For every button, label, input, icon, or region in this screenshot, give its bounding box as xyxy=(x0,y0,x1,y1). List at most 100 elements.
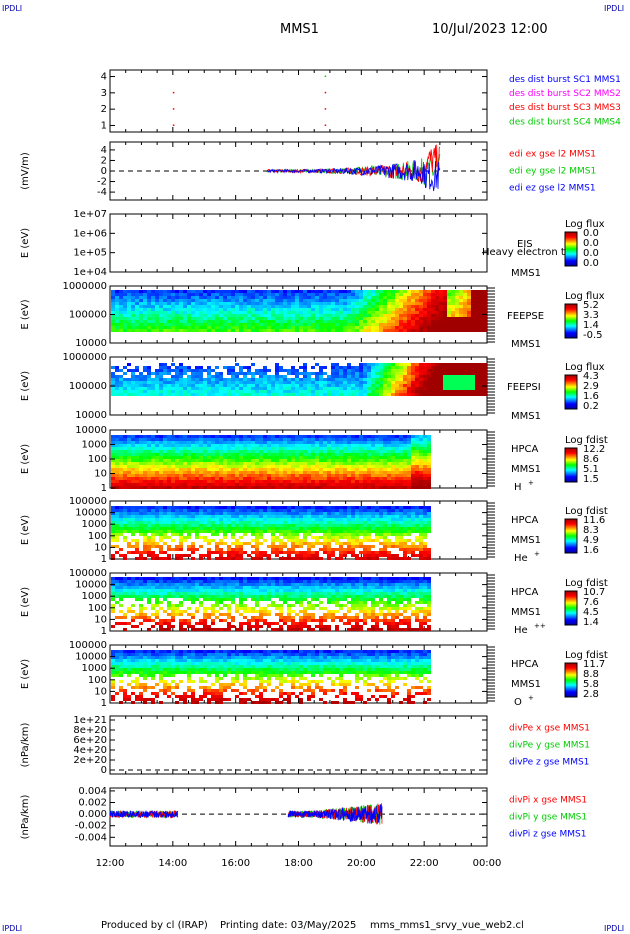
spectrogram-cell xyxy=(235,509,239,512)
spectrogram-cell xyxy=(167,512,171,515)
spectrogram-cell xyxy=(187,293,191,296)
spectrogram-cell xyxy=(135,302,139,305)
spectrogram-cell xyxy=(359,299,363,302)
spectrogram-cell xyxy=(291,317,295,320)
spectrogram-cell xyxy=(243,477,247,480)
spectrogram-cell xyxy=(211,369,215,372)
spectrogram-cell xyxy=(247,390,251,393)
spectrogram-cell xyxy=(207,296,211,299)
spectrogram-cell xyxy=(155,506,159,509)
spectrogram-cell xyxy=(255,527,259,530)
spectrogram-cell xyxy=(215,545,219,548)
spectrogram-cell xyxy=(267,450,271,453)
spectrogram-cell xyxy=(395,471,399,474)
spectrogram-cell xyxy=(363,366,367,369)
spectrogram-cell xyxy=(347,453,351,456)
spectrogram-cell xyxy=(367,447,371,450)
spectrogram-cell xyxy=(223,317,227,320)
spectrogram-cell xyxy=(303,329,307,332)
spectrogram-cell xyxy=(419,480,423,483)
spectrogram-cell xyxy=(415,366,419,369)
spectrogram-cell xyxy=(151,293,155,296)
spectrogram-cell xyxy=(211,551,215,554)
spectrogram-cell xyxy=(155,435,159,438)
corner-label-bottom-left: IPDLI xyxy=(2,924,23,933)
spectrogram-cell xyxy=(159,317,163,320)
spectrogram-cell xyxy=(215,453,219,456)
spectrogram-cell xyxy=(111,530,115,533)
spectrogram-cell xyxy=(303,393,307,396)
spectrogram-cell xyxy=(115,453,119,456)
spectrogram-cell xyxy=(115,317,119,320)
spectrogram-cell xyxy=(371,293,375,296)
spectrogram-cell xyxy=(471,293,475,296)
spectrogram-cell xyxy=(139,474,143,477)
spectrogram-cell xyxy=(411,372,415,375)
spectrogram-cell xyxy=(235,308,239,311)
spectrogram-cell xyxy=(179,477,183,480)
spectrogram-cell xyxy=(275,539,279,542)
spectrogram-cell xyxy=(167,462,171,465)
spectrogram-cell xyxy=(279,366,283,369)
spectrogram-cell xyxy=(247,554,251,557)
spectrogram-cell xyxy=(363,317,367,320)
spectrogram-cell xyxy=(267,369,271,372)
spectrogram-cell xyxy=(447,369,451,372)
spectrogram-cell xyxy=(215,447,219,450)
spectrogram-cell xyxy=(163,329,167,332)
spectrogram-cell xyxy=(123,366,127,369)
spectrogram-cell xyxy=(423,305,427,308)
spectrogram-cell xyxy=(251,314,255,317)
spectrogram-cell xyxy=(131,474,135,477)
spectrogram-cell xyxy=(295,530,299,533)
spectrogram-cell xyxy=(227,548,231,551)
spectrogram-cell xyxy=(283,474,287,477)
spectrogram-cell xyxy=(199,375,203,378)
spectrogram-cell xyxy=(411,438,415,441)
spectrogram-cell xyxy=(219,444,223,447)
spectrogram-cell xyxy=(111,474,115,477)
spectrogram-cell xyxy=(359,447,363,450)
spectrogram-cell xyxy=(227,308,231,311)
spectrogram-cell xyxy=(415,387,419,390)
spectrogram-cell xyxy=(163,323,167,326)
spectrogram-cell xyxy=(287,372,291,375)
spectrogram-cell xyxy=(219,506,223,509)
spectrogram-cell xyxy=(247,486,251,489)
spectrogram-cell xyxy=(323,471,327,474)
spectrogram-cell xyxy=(171,393,175,396)
spectrogram-cell xyxy=(419,320,423,323)
spectrogram-cell xyxy=(243,317,247,320)
spectrogram-cell xyxy=(367,486,371,489)
spectrogram-cell xyxy=(195,381,199,384)
spectrogram-cell xyxy=(343,462,347,465)
spectrogram-cell xyxy=(143,524,147,527)
spectrogram-cell xyxy=(271,533,275,536)
spectrogram-cell xyxy=(251,509,255,512)
spectrogram-cell xyxy=(351,326,355,329)
spectrogram-cell xyxy=(279,438,283,441)
spectrogram-cell xyxy=(135,375,139,378)
spectrogram-cell xyxy=(195,527,199,530)
spectrogram-cell xyxy=(463,326,467,329)
spectrogram-cell xyxy=(247,305,251,308)
spectrogram-cell xyxy=(299,554,303,557)
spectrogram-cell xyxy=(127,477,131,480)
spectrogram-cell xyxy=(395,447,399,450)
spectrogram-cell xyxy=(303,480,307,483)
spectrogram-cell xyxy=(175,462,179,465)
spectrogram-cell xyxy=(471,302,475,305)
spectrogram-cell xyxy=(311,515,315,518)
spectrogram-cell xyxy=(211,393,215,396)
spectrogram-cell xyxy=(355,290,359,293)
spectrogram-cell xyxy=(287,453,291,456)
spectrogram-cell xyxy=(147,381,151,384)
spectrogram-cell xyxy=(235,542,239,545)
spectrogram-cell xyxy=(171,527,175,530)
spectrogram-cell xyxy=(343,474,347,477)
spectrogram-cell xyxy=(379,296,383,299)
spectrogram-cell xyxy=(243,468,247,471)
spectrogram-cell xyxy=(311,512,315,515)
spectrogram-cell xyxy=(231,462,235,465)
spectrogram-cell xyxy=(171,533,175,536)
